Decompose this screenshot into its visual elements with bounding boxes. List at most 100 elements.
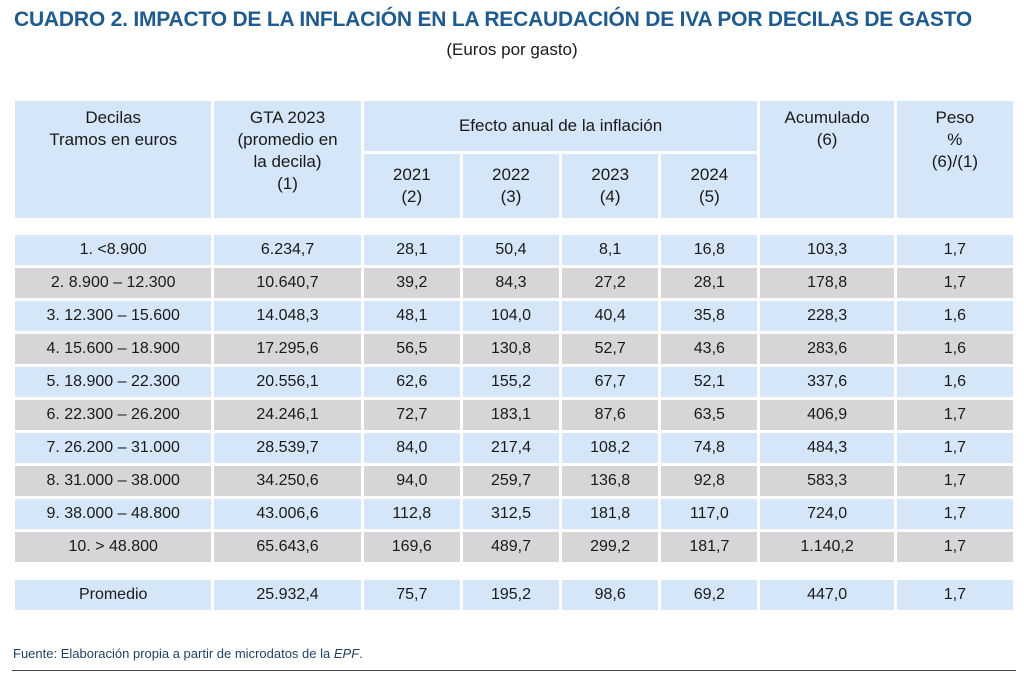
average-cell: 195,2 [462,580,560,613]
data-table: Decilas Tramos en euros GTA 2023 (promed… [12,101,1016,613]
table-cell: 56,5 [363,334,460,367]
header-year-2024: 2024 (5) [661,151,758,218]
average-cell: 25.932,4 [214,580,361,613]
table-cell: 74,8 [661,433,758,466]
table-row: 5. 18.900 – 22.300 20.556,1 62,6 155,2 67,7 5… [15,367,1013,400]
table-cell: 299,2 [562,532,659,565]
table-cell: 7. 26.200 – 31.000 [15,433,212,466]
header-year-label: 2024 [690,165,729,184]
table-cell: 6. 22.300 – 26.200 [15,400,212,433]
table-cell: 112,8 [363,499,460,532]
table-cell: 2. 8.900 – 12.300 [15,268,212,301]
header-year-label: 2022 [492,165,530,184]
average-cell: 69,2 [661,580,758,613]
table-cell: 43.006,6 [214,499,361,532]
table-row: 10. > 48.800 65.643,6 169,6 489,7 299,2 181,7… [15,532,1013,565]
table-cell: 28,1 [661,268,758,301]
table-cell: 181,8 [562,499,659,532]
table-cell: 35,8 [661,301,758,334]
table-cell: 48,1 [363,301,460,334]
table-cell: 8,1 [562,235,659,268]
table-cell: 34.250,6 [214,466,361,499]
table-cell: 40,4 [562,301,659,334]
table-cell: 84,0 [363,433,460,466]
table-cell: 1.140,2 [760,532,894,565]
table-cell: 169,6 [363,532,460,565]
header-acumulado: Acumulado (6) [760,101,894,218]
table-cell: 14.048,3 [214,301,361,334]
table-cell: 4. 15.600 – 18.900 [15,334,212,367]
table-cell: 724,0 [760,499,894,532]
table-cell: 65.643,6 [214,532,361,565]
table-cell: 1,7 [896,235,1013,268]
table-cell: 52,7 [562,334,659,367]
header-peso-line1: Peso [935,108,975,127]
average-cell: 1,7 [896,580,1013,613]
table-cell: 117,0 [661,499,758,532]
table-cell: 8. 31.000 – 38.000 [15,466,212,499]
table-cell: 489,7 [462,532,560,565]
table-cell: 67,7 [562,367,659,400]
source-epf: EPF [333,646,360,661]
table-cell: 62,6 [363,367,460,400]
table-cell: 183,1 [462,400,560,433]
header-acumulado-line1: Acumulado [784,108,870,127]
table-cell: 283,6 [760,334,894,367]
table-cell: 583,3 [760,466,894,499]
table-cell: 3. 12.300 – 15.600 [15,301,212,334]
table-row: 4. 15.600 – 18.900 17.295,6 56,5 130,8 52,7 4… [15,334,1013,367]
table-cell: 228,3 [760,301,894,334]
source-period: . [359,646,363,661]
average-cell: 447,0 [760,580,894,613]
header-year-ref: (3) [500,187,522,206]
table-cell: 43,6 [661,334,758,367]
table-cell: 84,3 [462,268,560,301]
table-row: 9. 38.000 – 48.800 43.006,6 112,8 312,5 181,… [15,499,1013,532]
table-cell: 259,7 [462,466,560,499]
table-cell: 1,7 [896,532,1013,565]
table-cell: 1,7 [896,400,1013,433]
average-cell: Promedio [15,580,212,613]
table-cell: 92,8 [661,466,758,499]
table-subtitle: (Euros por gasto) [446,40,578,59]
spacer-cell [15,565,1013,580]
table-cell: 5. 18.900 – 22.300 [15,367,212,400]
average-row: Promedio 25.932,4 75,7 195,2 98,6 69,2 447,0 1,… [15,580,1013,613]
table-cell: 10.640,7 [214,268,361,301]
table-row: 7. 26.200 – 31.000 28.539,7 84,0 217,4 108,2… [15,433,1013,466]
table-cell: 10. > 48.800 [15,532,212,565]
header-acumulado-line2: (6) [816,130,838,149]
table-cell: 50,4 [462,235,560,268]
header-gta: GTA 2023 (promedio en la decila) (1) [214,101,361,218]
header-decilas-line1: Decilas [85,108,142,127]
table-row: 1. <8.900 6.234,7 28,1 50,4 8,1 16,8 103,3 1,7 [15,235,1013,268]
table-cell: 27,2 [562,268,659,301]
header-peso: Peso % (6)/(1) [896,101,1013,218]
source-text: Fuente: Elaboración propia a partir de m… [13,646,334,661]
header-year-2023: 2023 (4) [562,151,659,218]
table-body: 1. <8.900 6.234,7 28,1 50,4 8,1 16,8 103,3 1,7 2… [15,218,1013,613]
header-decilas-line2: Tramos en euros [49,130,178,149]
table-cell: 1,6 [896,301,1013,334]
table-cell: 72,7 [363,400,460,433]
table-cell: 181,7 [661,532,758,565]
spacer-cell [15,218,1013,235]
table-cell: 103,3 [760,235,894,268]
table-cell: 28.539,7 [214,433,361,466]
table-cell: 178,8 [760,268,894,301]
header-gta-line2: (promedio en [237,130,338,149]
table-cell: 39,2 [363,268,460,301]
table-cell: 1. <8.900 [15,235,212,268]
table-cell: 52,1 [661,367,758,400]
table-cell: 24.246,1 [214,400,361,433]
header-year-2021: 2021 (2) [363,151,460,218]
header-year-ref: (4) [599,187,621,206]
table-cell: 484,3 [760,433,894,466]
table-row: 2. 8.900 – 12.300 10.640,7 39,2 84,3 27,2 28,… [15,268,1013,301]
header-peso-line3: (6)/(1) [931,152,978,171]
table-cell: 1,6 [896,367,1013,400]
table-cell: 406,9 [760,400,894,433]
header-peso-line2: % [947,130,963,149]
header-gta-line3: la decila) [253,152,322,171]
header-gta-line1: GTA 2023 [249,108,326,127]
